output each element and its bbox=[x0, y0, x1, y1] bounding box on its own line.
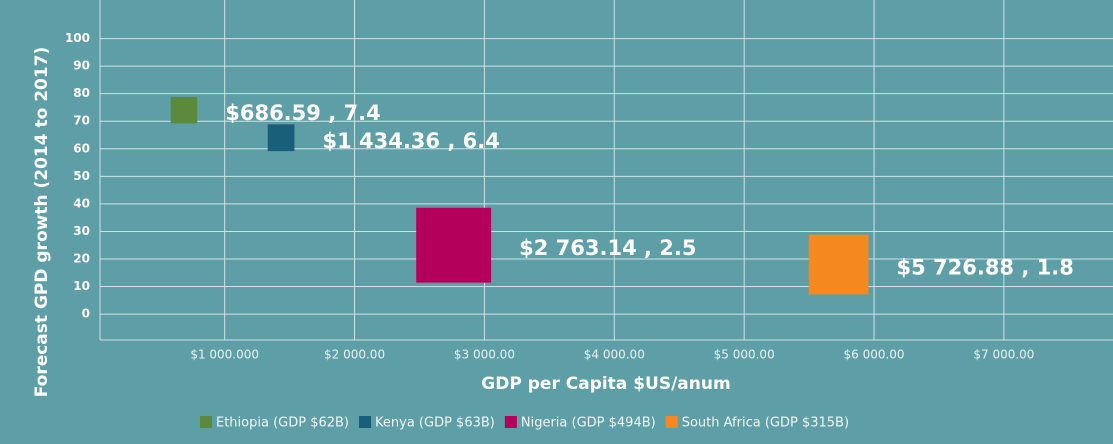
legend-swatch bbox=[200, 416, 212, 428]
marker bbox=[170, 96, 198, 124]
legend-label: South Africa (GDP $315B) bbox=[682, 416, 849, 431]
y-tick-label: 60 bbox=[73, 141, 90, 155]
data-label: $5 726.88 , 1.8 bbox=[896, 256, 1073, 280]
data-label: $2 763.14 , 2.5 bbox=[519, 236, 696, 260]
legend-swatch bbox=[504, 416, 517, 428]
y-tick-label: 40 bbox=[73, 196, 90, 210]
y-tick-label: 80 bbox=[73, 86, 90, 100]
marker bbox=[808, 234, 869, 295]
x-tick-label: $3 000.00 bbox=[454, 348, 515, 362]
y-tick-label: 50 bbox=[73, 169, 90, 183]
y-tick-label: 10 bbox=[73, 279, 90, 293]
legend-label: Ethiopia (GDP $62B) bbox=[216, 416, 349, 431]
y-tick-label: 100 bbox=[65, 31, 90, 45]
x-tick-label: $4 000.00 bbox=[584, 348, 645, 362]
marker bbox=[416, 207, 492, 283]
legend-label: Nigeria (GDP $494B) bbox=[521, 416, 656, 431]
data-label: $686.59 , 7.4 bbox=[225, 101, 380, 125]
legend-swatch bbox=[665, 416, 678, 428]
marker bbox=[267, 124, 295, 152]
x-tick-label: $5 000.00 bbox=[714, 348, 775, 362]
x-tick-label: $7 000.00 bbox=[973, 348, 1034, 362]
x-axis-title: GDP per Capita $US/anum bbox=[481, 374, 730, 394]
y-tick-label: 30 bbox=[73, 224, 90, 238]
y-axis-title: Forecast GPD growth (2014 to 2017) bbox=[32, 47, 52, 398]
y-tick-label: 90 bbox=[73, 59, 90, 73]
legend-label: Kenya (GDP $63B) bbox=[375, 416, 495, 431]
legend-swatch bbox=[359, 416, 372, 428]
y-tick-label: 0 bbox=[82, 307, 90, 321]
x-tick-label: $6 000.00 bbox=[843, 348, 904, 362]
y-tick-label: 70 bbox=[73, 114, 90, 128]
x-tick-label: $2 000.00 bbox=[324, 348, 385, 362]
data-label: $1 434.36 , 6.4 bbox=[322, 129, 499, 153]
y-tick-label: 20 bbox=[73, 251, 90, 265]
x-tick-label: $1 000.000 bbox=[190, 348, 259, 362]
